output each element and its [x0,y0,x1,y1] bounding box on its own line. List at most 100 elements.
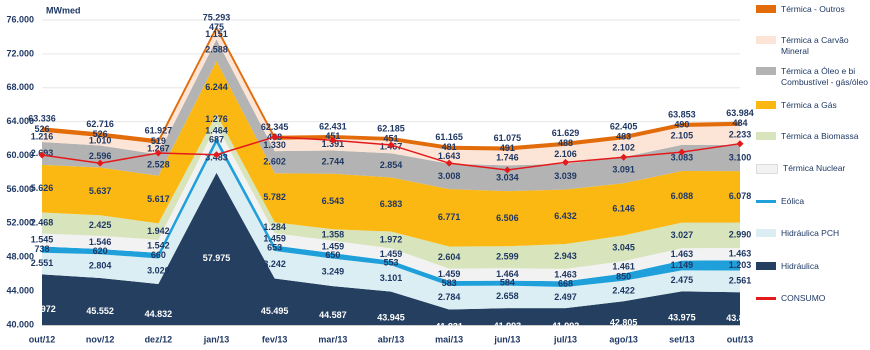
y-tick-label: 40.000 [6,319,34,329]
consumo-marker [387,141,395,149]
legend-item: Térmica - Outros [756,4,870,15]
total-label: 61.629 [552,128,580,138]
value-label: 3.091 [612,165,635,175]
consumo-marker [503,166,511,174]
value-label: 42.805 [610,317,638,327]
value-label: 1.151 [205,29,228,39]
value-label: 553 [383,257,398,267]
legend-swatch [756,67,776,75]
y-tick-label: 72.000 [6,48,34,58]
value-label: 481 [442,142,457,152]
value-label: 43.945 [377,313,405,323]
value-label: 1.972 [380,234,403,244]
value-label: 6.088 [671,191,694,201]
value-label: 5.782 [263,192,286,202]
value-label: 3.039 [554,171,577,181]
total-label: 61.075 [494,133,522,143]
value-label: 6.432 [554,211,577,221]
value-label: 1.358 [322,229,345,239]
total-label: 63.984 [726,108,754,118]
consumo-marker [445,159,453,167]
value-label: 2.990 [729,230,752,240]
consumo-marker [38,151,46,159]
value-label: 1.459 [263,234,286,244]
value-label: 1.463 [554,269,577,279]
value-label: 5.617 [147,194,170,204]
value-label: 1.149 [671,260,694,270]
value-label: 3.045 [612,243,635,253]
value-label: 3.101 [380,273,403,283]
x-tick-label: mai/13 [435,334,463,344]
value-label: 451 [383,133,398,143]
legend-item: Térmica a Óleo e bi Combustível - gás/ól… [756,66,870,88]
x-tick-label: out/13 [727,334,754,344]
value-label: 687 [209,135,224,145]
value-label: 2.658 [496,291,519,301]
area [42,137,740,287]
y-tick-label: 52.000 [6,218,34,228]
legend-swatch [756,297,776,300]
value-label: 1.545 [31,234,54,244]
value-label: 2.528 [147,159,170,169]
value-label: 850 [616,271,631,281]
value-label: 483 [616,132,631,142]
value-label: 45.552 [86,306,114,316]
total-label: 62.185 [377,123,405,133]
value-label: 583 [442,278,457,288]
y-tick-label: 76.000 [6,14,34,24]
legend-item: Térmica Nuclear [756,163,870,174]
area [42,25,740,151]
value-label: 1.459 [322,241,345,251]
legend-item: Hidráulica PCH [756,228,870,239]
value-label: 6.078 [729,191,752,201]
value-label: 1.746 [496,152,519,162]
value-label: 3.008 [438,171,461,181]
value-label: 41.992 [552,321,580,331]
legend-label: Térmica a Biomassa [781,131,859,141]
x-tick-label: fev/13 [262,334,288,344]
value-label: 1.203 [729,260,752,270]
area [42,124,740,282]
legend-item: Térmica a Biomassa [756,131,870,142]
value-label: 491 [500,143,515,153]
value-label: 2.422 [612,285,635,295]
y-tick-label: 48.000 [6,252,34,262]
total-label: 75.293 [203,12,231,22]
legend-swatch [756,164,778,174]
x-tick-label: mar/13 [318,334,347,344]
value-label: 1.542 [147,241,170,251]
x-tick-label: jul/13 [553,334,577,344]
legend-label: Térmica - Outros [781,4,845,14]
value-label: 738 [34,244,49,254]
value-label: 2.106 [554,149,577,159]
consumo-marker [736,140,744,148]
legend-label: Térmica Nuclear [783,163,846,173]
value-label: 2.468 [31,217,54,227]
total-label: 62.345 [261,122,289,132]
legend-swatch [756,229,776,237]
value-label: 475 [209,22,224,32]
x-tick-label: jan/13 [203,334,230,344]
value-label: 1.461 [612,262,635,272]
x-tick-label: ago/13 [609,334,638,344]
y-tick-label: 56.000 [6,184,34,194]
x-tick-label: set/13 [669,334,695,344]
legend-label: Eólica [781,196,805,206]
total-label: 62.716 [86,119,114,129]
legend-label: CONSUMO [781,293,826,303]
value-label: 1.010 [89,136,112,146]
value-label: 1.464 [205,126,228,136]
value-label: 45.495 [261,306,289,316]
value-label: 1.459 [438,269,461,279]
value-label: 3.027 [671,230,694,240]
value-label: 526 [93,129,108,139]
value-label: 584 [500,277,515,287]
area [42,61,740,247]
y-tick-label: 64.000 [6,116,34,126]
area [42,143,740,310]
value-label: 5.637 [89,186,112,196]
consumo-marker [562,158,569,166]
value-label: 660 [151,250,166,260]
